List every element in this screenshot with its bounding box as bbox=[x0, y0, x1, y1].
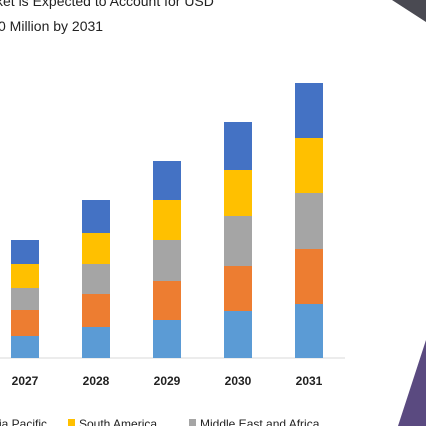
bar-segment bbox=[224, 170, 252, 216]
bar-segment bbox=[82, 264, 110, 294]
bar-segment bbox=[82, 294, 110, 327]
bar-segment bbox=[11, 310, 39, 336]
bar-segment bbox=[153, 240, 181, 281]
bar-segment bbox=[224, 311, 252, 358]
bar-segment bbox=[295, 138, 323, 193]
bar-segment bbox=[82, 200, 110, 233]
legend-label: Middle East and Africa bbox=[200, 417, 320, 426]
legend-marker bbox=[189, 419, 196, 426]
bar-segment bbox=[11, 336, 39, 358]
bar-segment bbox=[11, 264, 39, 288]
chart-title: ket is Expected to Account for USD bbox=[0, 0, 214, 9]
x-tick-label: 2030 bbox=[225, 374, 252, 388]
bar-segment bbox=[153, 161, 181, 200]
x-tick-label: 2031 bbox=[296, 374, 323, 388]
bar-segment bbox=[224, 122, 252, 170]
bar-segment bbox=[82, 233, 110, 264]
bar-segment bbox=[224, 216, 252, 266]
bar-segment bbox=[295, 83, 323, 138]
bar-segment bbox=[153, 200, 181, 240]
bar-segment bbox=[11, 240, 39, 264]
x-tick-label: 2029 bbox=[154, 374, 181, 388]
chart-subtitle: 0 Million by 2031 bbox=[0, 18, 103, 34]
legend-marker bbox=[68, 419, 75, 426]
bar-segment bbox=[295, 193, 323, 249]
bar-segment bbox=[153, 281, 181, 320]
bar-segment bbox=[153, 320, 181, 358]
legend-label: South America bbox=[79, 417, 157, 426]
x-tick-label: 2027 bbox=[12, 374, 39, 388]
corner-decoration bbox=[398, 340, 426, 426]
bar-segment bbox=[11, 288, 39, 310]
x-tick-label: 2028 bbox=[83, 374, 110, 388]
bar-segment bbox=[295, 249, 323, 304]
corner-decoration bbox=[392, 0, 426, 22]
bar-segment bbox=[82, 327, 110, 358]
bar-segment bbox=[295, 304, 323, 358]
legend-label: ia Pacific bbox=[0, 417, 47, 426]
bar-segment bbox=[224, 266, 252, 311]
